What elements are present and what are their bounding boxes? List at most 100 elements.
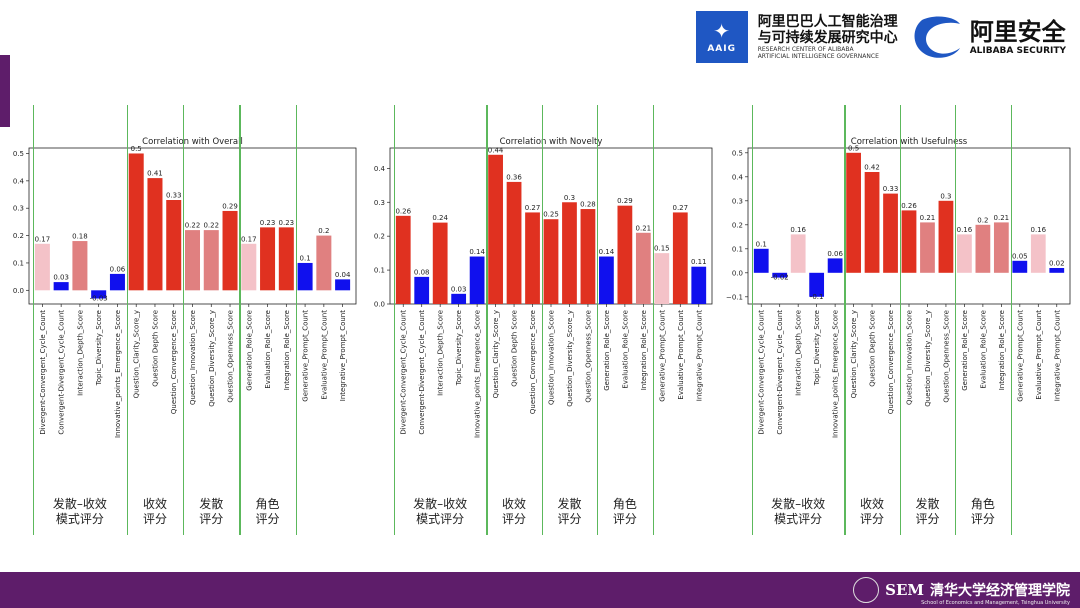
bar-value-label: 0.29 [617, 197, 633, 205]
group-label: 收效 评分 [115, 497, 195, 527]
bar [580, 209, 596, 304]
bar [635, 232, 651, 304]
group-label-line1: 角色 [255, 497, 280, 511]
group-label-line2: 评分 [142, 512, 167, 526]
bar [864, 172, 880, 273]
y-tick-label: 0.1 [374, 267, 385, 275]
chart-usefulness-svg: Correlation with Usefulness −0.1 0.0 0.1 0.2… [726, 137, 1071, 438]
group-divider-line [33, 105, 35, 535]
footer-bar: SEM 清华大学经济管理学院 School of Economics and M… [0, 572, 1080, 608]
group-label-line2: 评分 [860, 512, 885, 526]
bar [414, 276, 430, 304]
alibaba-security-mark-icon [914, 16, 960, 58]
group-label: 发散 评分 [171, 497, 251, 527]
bar-value-label: 0.03 [451, 285, 467, 293]
bar-value-label: 0.44 [488, 146, 504, 154]
group-divider-line [394, 105, 396, 535]
bar-value-label: 0.21 [636, 224, 652, 232]
bar-value-label: 0.26 [395, 207, 411, 215]
bar-value-label: -0.1 [810, 293, 824, 301]
bar [691, 266, 707, 304]
y-tick-label: 0.0 [13, 287, 24, 295]
bar-value-label: 0.23 [260, 219, 276, 227]
bar-value-label: 0.36 [506, 173, 522, 181]
group-label-line2: 评分 [557, 512, 582, 526]
bar-value-label: 0.04 [335, 271, 351, 279]
aaig-name-line2: 与可持续发展研究中心 [757, 30, 898, 46]
bar-value-label: 0.21 [994, 214, 1010, 222]
x-tick-label: Question_Clarity_Score_y [850, 310, 858, 398]
bar [222, 210, 238, 291]
x-tick-label: Divergent-Convergent_Cycle_Count [758, 310, 766, 435]
bar [901, 210, 917, 273]
x-tick-label: Interaction_Depth_Score [795, 310, 803, 396]
chart-usefulness: Correlation with Usefulness −0.1 0.0 0.1 0.2… [716, 130, 1074, 454]
bar-value-label: 0.16 [957, 226, 973, 234]
group-divider-line [541, 105, 543, 535]
group-divider-line [752, 105, 754, 535]
bar [395, 215, 411, 304]
group-label-line2: 评分 [255, 512, 280, 526]
x-tick-label: Divergent-Convergent_Cycle_Count [39, 310, 47, 435]
bar-value-label: 0.21 [920, 214, 936, 222]
security-en: ALIBABA SECURITY [969, 45, 1066, 56]
bar-value-label: 0.26 [901, 202, 917, 210]
group-label-line2: 模式评分 [416, 512, 465, 526]
bar [34, 243, 50, 291]
bar [654, 253, 670, 304]
x-tick-label: Generative_Prompt_Count [1016, 310, 1024, 402]
bar-value-label: 0.27 [525, 204, 541, 212]
chart-title: Correlation with Overall [142, 137, 243, 147]
bar-value-label: 0.06 [110, 265, 126, 273]
group-label: 角色 评分 [585, 497, 665, 527]
bar [451, 293, 467, 304]
group-label: 发散 评分 [529, 497, 609, 527]
x-tick-label: Integration_Role_Score [640, 310, 648, 390]
bar-value-label: 0.17 [35, 235, 51, 243]
bar [260, 227, 276, 291]
bar-value-label: 0.14 [599, 248, 615, 256]
group-label: 发散–收效 模式评分 [400, 497, 480, 527]
x-tick-label: Convergent-Divergent_Cycle_Count [776, 310, 784, 435]
chart-overall: Correlation with Overall 0.0 0.1 0.2 0.3 0.4 0… [6, 130, 357, 454]
aaig-name-block: 阿里巴巴人工智能治理 与可持续发展研究中心 RESEARCH CENTER OF… [758, 14, 898, 60]
x-tick-label: Question Depth Score [511, 310, 519, 387]
group-label: 角色 评分 [943, 497, 1023, 527]
bar [316, 235, 332, 291]
x-tick-label: Question_Openness_Score [227, 310, 235, 403]
footer-school: 清华大学经济管理学院 [930, 583, 1070, 599]
group-label-line1: 收效 [502, 497, 527, 511]
bar [432, 222, 448, 304]
bar-value-label: 0.24 [432, 214, 448, 222]
bar-value-label: 0.03 [53, 274, 69, 282]
y-tick-label: 0.1 [732, 245, 743, 253]
chart-overall-svg: Correlation with Overall 0.0 0.1 0.2 0.3 0.4 0… [13, 137, 357, 438]
bar [184, 230, 201, 291]
x-tick-label: Integrative_Prompt_Count [695, 310, 703, 401]
bar [1030, 234, 1046, 273]
x-tick-label: Innovative_points_Emergence_Score [832, 310, 840, 438]
group-divider-line [955, 105, 957, 535]
bar [1049, 268, 1065, 273]
x-tick-label: Convergent-Divergent_Cycle_Count [418, 310, 426, 435]
bar [166, 200, 182, 291]
bar [809, 272, 825, 297]
group-label-line1: 发散–收效 [413, 497, 468, 511]
group-label-line1: 角色 [970, 497, 995, 511]
group-divider-line [295, 105, 297, 535]
bar-value-label: 0.1 [300, 254, 311, 262]
group-divider-line [1010, 105, 1012, 535]
x-tick-label: Integrative_Prompt_Count [339, 310, 347, 401]
x-tick-label: Question Depth Score [151, 310, 159, 387]
bar [91, 290, 107, 299]
x-tick-label: Interaction_Depth_Score [76, 310, 84, 396]
bar [599, 256, 614, 304]
bar [506, 181, 522, 304]
group-divider-line [126, 105, 128, 535]
bar-value-label: -0.02 [771, 274, 789, 282]
bar-value-label: 0.2 [977, 216, 988, 224]
x-tick-label: Generation_Role_Score [603, 310, 611, 391]
x-tick-label: Evaluation_Role_Score [264, 310, 272, 389]
tsinghua-seal-icon [853, 577, 880, 603]
group-divider-line [899, 105, 901, 535]
